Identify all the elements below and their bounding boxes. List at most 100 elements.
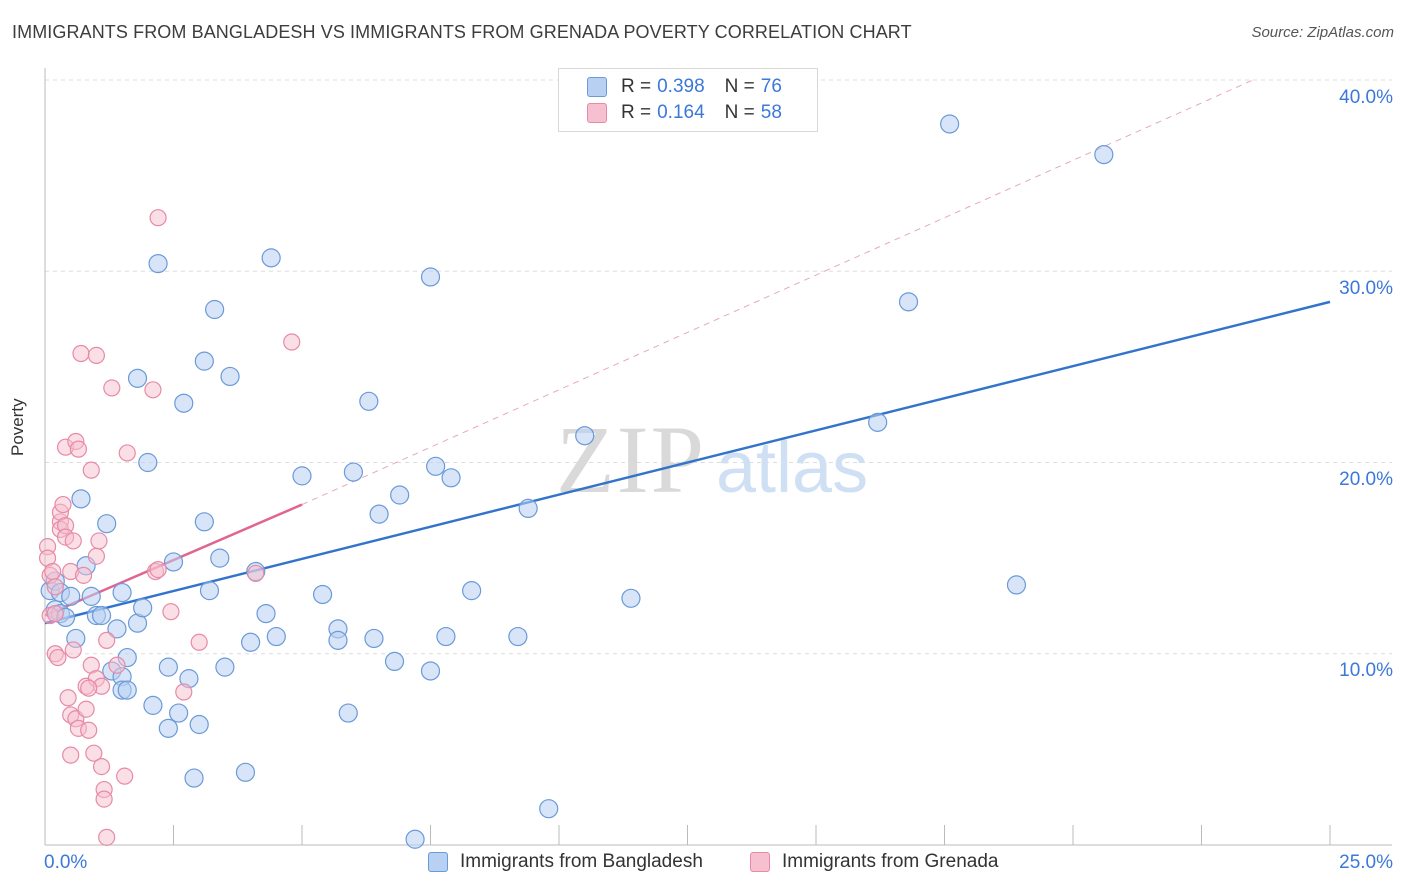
y-tick-label-20: 20.0% [1339,469,1393,490]
grid-lines [45,79,1392,655]
x-tick-label-min: 0.0% [44,852,88,873]
grenada-point [62,746,80,764]
bangladesh-point [868,412,888,432]
trend-lines [44,79,1331,625]
grenada-point [64,641,82,659]
grenada-point [80,679,98,697]
bangladesh-point [199,581,220,601]
grenada-point [74,566,93,584]
bangladesh-point [898,292,919,312]
grenada-point [190,633,208,651]
grenada-point [85,744,103,762]
bangladesh-point [1094,144,1114,165]
legend-swatch-blue [587,77,607,97]
bangladesh-point [174,393,194,413]
bangladesh-point [420,661,441,681]
series-legend: Immigrants from Bangladesh Immigrants fr… [0,851,1406,879]
legend-label-bangladesh: Immigrants from Bangladesh [460,851,703,872]
bangladesh-point [205,299,225,320]
bangladesh-point [127,368,148,388]
grenada-point [69,440,88,458]
legend-n-label: N = [724,102,755,123]
grenada-point [87,547,106,565]
grenada-point [98,828,116,846]
source-label: Source: ZipAtlas.com [1251,24,1394,41]
bangladesh-point [364,628,384,649]
bangladesh-point [420,267,441,287]
grenada-point [77,700,95,718]
grenada-point [46,578,64,596]
bangladesh-point [575,426,595,446]
grenada-point [82,461,100,479]
grenada-point [144,381,162,399]
bangladesh-point [169,703,189,723]
bangladesh-point [940,114,960,134]
grenada-point [283,333,301,351]
bangladesh-point [266,626,286,647]
bangladesh-point [508,626,528,647]
legend-row-bangladesh: R = 0.398 N = 76 [587,75,782,99]
legend-r-value: 0.164 [657,102,705,123]
legend-swatch-blue [428,852,448,872]
grenada-point [54,495,72,514]
bangladesh-point [241,632,261,652]
grenada-point [44,562,62,581]
grenada-point [103,379,121,397]
grenada-point [72,344,90,363]
grenada-point [118,444,136,462]
legend-r-label: R = [621,102,652,123]
y-tick-label-40: 40.0% [1339,87,1393,108]
watermark: ZIP atlas [556,406,868,513]
legend-swatch-pink [587,103,607,123]
bangladesh-point [235,762,256,782]
correlation-legend: R = 0.398 N = 76 R = 0.164 N = 58 [558,68,818,132]
y-tick-label-30: 30.0% [1339,278,1393,299]
legend-item-bangladesh: Immigrants from Bangladesh [428,851,703,873]
bangladesh-point [133,598,153,618]
legend-r-label: R = [621,76,652,97]
grenada-point [149,560,167,579]
grenada-point [98,631,116,649]
bangladesh-point [97,514,117,534]
grenada-point [116,767,134,785]
x-tick-label-max: 25.0% [1339,852,1393,873]
bangladesh-point [158,718,178,738]
y-tick-label-10: 10.0% [1339,660,1393,681]
bangladesh-point [81,586,101,606]
bangladesh-point [292,466,312,486]
bangladesh-point [210,548,230,568]
bangladesh-point [189,714,209,735]
bangladesh-point [220,366,240,387]
bangladesh-point [194,351,214,371]
bangladesh-point [621,588,641,608]
watermark-atlas: atlas [716,428,868,508]
legend-r-value: 0.398 [657,76,705,97]
bangladesh-point [163,552,184,572]
legend-item-grenada: Immigrants from Grenada [750,851,998,873]
bangladesh-point [518,498,538,518]
grenada-point [162,603,180,621]
legend-row-grenada: R = 0.164 N = 58 [587,101,782,125]
bangladesh-point [359,391,379,411]
bangladesh-point [1006,575,1027,595]
bangladesh-point [436,626,456,647]
legend-n-value: 76 [760,76,782,97]
bangladesh-point [143,695,163,715]
legend-swatch-pink [750,852,770,872]
legend-n-label: N = [724,76,755,97]
bangladesh-point [343,462,363,482]
bangladesh-point [369,504,389,524]
bangladesh-point [390,485,410,505]
grenada-point [64,532,82,550]
bangladesh-point [148,254,168,274]
bangladesh-point [256,603,276,624]
grenada-point [175,683,193,701]
bangladesh-point [184,768,204,788]
watermark-zip: ZIP [556,406,706,513]
bangladesh-point [384,651,405,672]
bangladesh-point [158,657,178,677]
bangladesh-point [539,799,559,819]
bangladesh-point [462,581,482,601]
grenada-point [95,790,113,808]
